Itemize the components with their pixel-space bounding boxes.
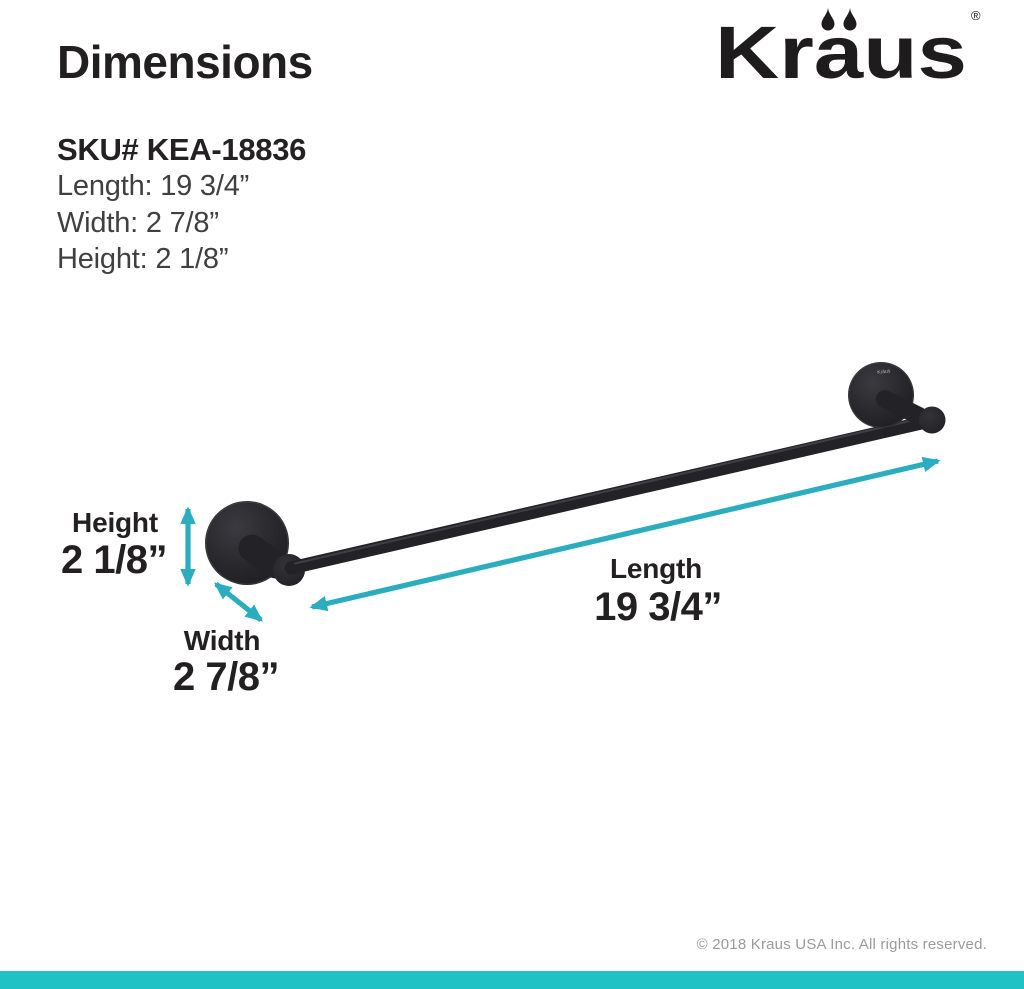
width-value: 2 7/8” (173, 655, 279, 699)
left-post (238, 534, 290, 579)
spec-line-width: Width: 2 7/8” (57, 206, 219, 239)
spec-line-length: Length: 19 3/4” (57, 170, 250, 202)
sku-text: SKU# KEA-18836 (57, 132, 307, 167)
height-value: 2 1/8” (61, 538, 167, 582)
page-title: Dimensions (57, 36, 313, 88)
width-arrow (213, 581, 264, 623)
width-label: Width (183, 625, 261, 656)
kraus-logo-svg: Kraus ® (715, 7, 981, 94)
spec-line-height: Height: 2 1/8” (57, 243, 229, 275)
registered-mark: ® (971, 8, 981, 23)
flange-imprint: Kräus (877, 368, 891, 376)
right-flange-rim (848, 362, 914, 428)
height-label: Height (72, 507, 158, 538)
length-arrow (309, 456, 941, 612)
footer-accent-bar (0, 971, 1024, 989)
right-post (876, 390, 928, 425)
kraus-logo: Kraus ® (713, 2, 989, 94)
spec-block: SKU# KEA-18836 Length: 19 3/4” Width: 2 … (57, 131, 306, 278)
water-drop-icon (843, 7, 857, 31)
water-drop-icon (821, 7, 835, 31)
towel-bar-highlight (294, 416, 928, 565)
length-value: 19 3/4” (594, 585, 722, 629)
bar-end-cap (918, 406, 946, 434)
brand-wordmark: Kraus (715, 11, 967, 90)
length-label: Length (609, 553, 703, 584)
towel-bar (284, 414, 937, 575)
copyright-text: © 2018 Kraus USA Inc. All rights reserve… (696, 936, 987, 953)
